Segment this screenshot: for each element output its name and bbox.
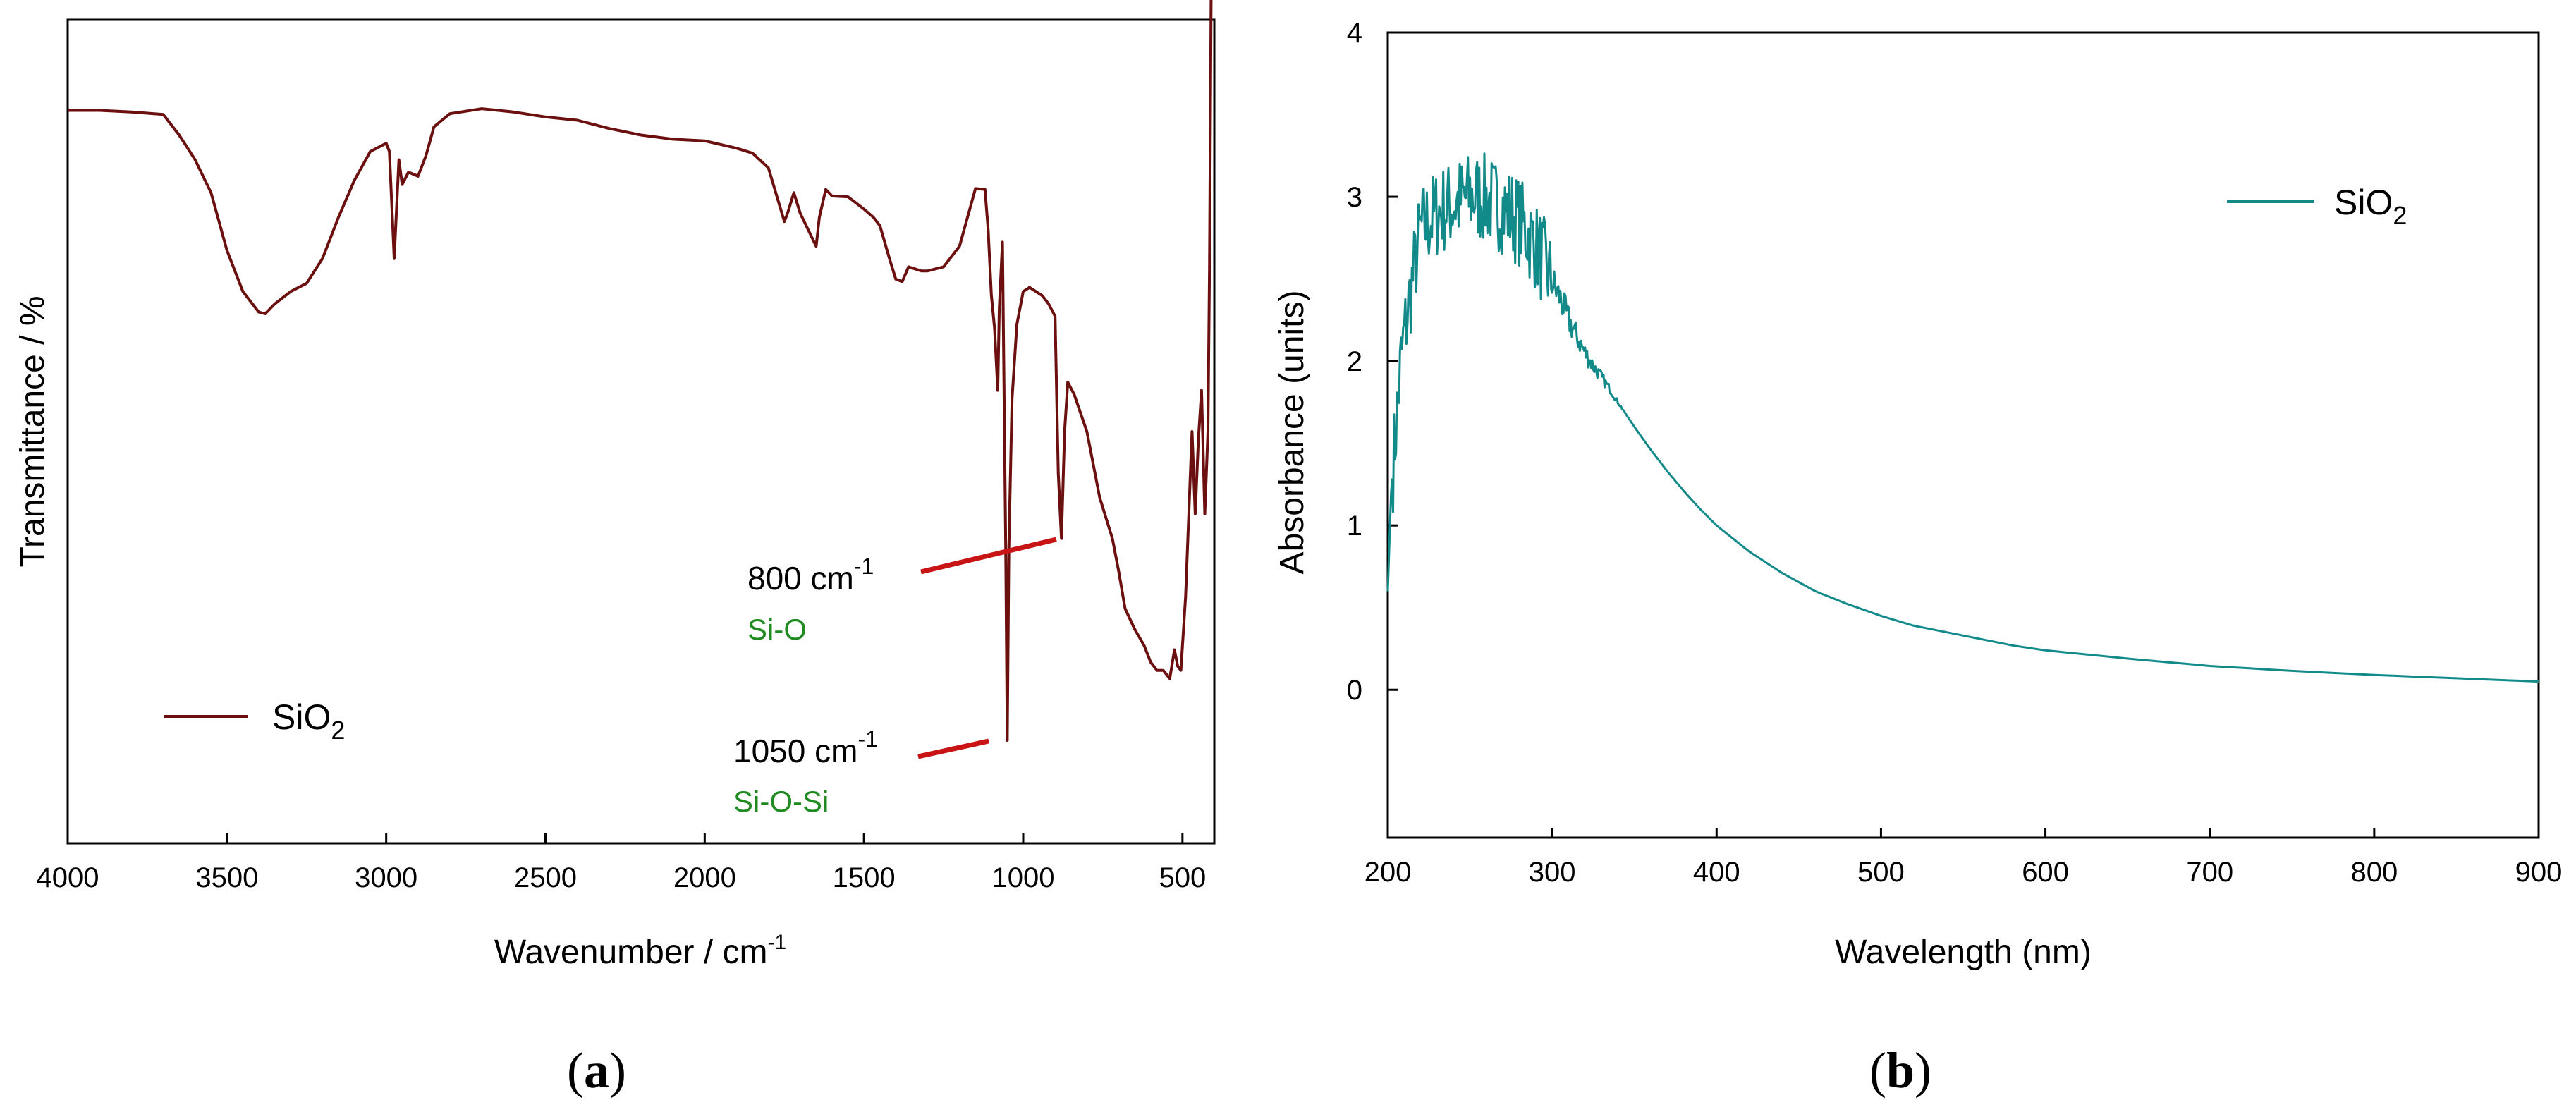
chart-b-ticks: [1386, 31, 2540, 838]
chart-b-x-tick-label-6: 800: [2350, 857, 2398, 888]
chart-a: 4000 3500 3000 2500 2000 1500 1000 500 Transmit…: [14, 0, 1216, 1099]
chart-a-x-tick-label-6: 1000: [992, 862, 1055, 893]
annotation-1050-group: Si-O-Si: [733, 785, 829, 818]
chart-b-legend-label: SiO2: [2334, 183, 2407, 230]
chart-a-x-tick-label-0: 4000: [37, 862, 99, 893]
chart-a-x-tick-label-4: 2000: [673, 862, 736, 893]
chart-a-x-tick-label-3: 2500: [514, 862, 577, 893]
chart-b-y-tick-label-1: 1: [1347, 511, 1362, 542]
chart-a-x-ticks: [66, 833, 1184, 843]
chart-b-xlabel: Wavelength (nm): [1835, 934, 2092, 971]
chart-b-y-tick-labels: 0 1 2 3 4: [1347, 18, 1362, 706]
chart-b-legend: SiO2: [2227, 183, 2407, 230]
panel-a-label: (a): [567, 1042, 626, 1099]
annotation-800: 800 cm-1 Si-O: [747, 537, 1057, 646]
chart-a-x-tick-label-1: 3500: [195, 862, 258, 893]
chart-a-ylabel: Transmittance / %: [14, 295, 51, 567]
chart-b-x-tick-label-5: 700: [2186, 857, 2233, 888]
panel-b-label: (b): [1869, 1042, 1931, 1099]
chart-a-x-tick-label-7: 500: [1159, 862, 1206, 893]
chart-b-x-tick-label-0: 200: [1365, 857, 1412, 888]
chart-a-series-sio2-line: [68, 0, 1213, 742]
chart-b: 200 300 400 500 600 700 800 900 0 1 2 3 4 Absorbanc…: [1274, 18, 2562, 1099]
chart-b-y-tick-label-3: 3: [1347, 182, 1362, 213]
chart-b-y-tick-label-4: 4: [1347, 18, 1362, 49]
annotation-1050-pointer: [917, 738, 989, 759]
chart-a-x-tick-label-5: 1500: [833, 862, 896, 893]
annotation-800-group: Si-O: [747, 613, 807, 646]
chart-b-y-tick-label-0: 0: [1347, 675, 1362, 706]
chart-b-y-tick-label-2: 2: [1347, 346, 1362, 377]
annotation-1050: 1050 cm-1 Si-O-Si: [733, 726, 989, 818]
annotation-1050-value: 1050 cm-1: [733, 726, 878, 769]
chart-b-x-tick-label-1: 300: [1529, 857, 1576, 888]
chart-b-x-tick-label-7: 900: [2515, 857, 2563, 888]
chart-b-x-tick-labels: 200 300 400 500 600 700 800 900: [1365, 857, 2563, 888]
annotation-800-pointer: [920, 537, 1057, 575]
chart-b-x-tick-label-3: 500: [1857, 857, 1905, 888]
chart-b-ylabel: Absorbance (units): [1274, 291, 1311, 575]
chart-a-legend-label: SiO2: [272, 697, 345, 745]
chart-b-series-sio2-line: [1386, 152, 2539, 683]
chart-a-xlabel: Wavenumber / cm-1: [494, 931, 786, 971]
chart-a-frame: [66, 18, 1216, 845]
chart-b-x-tick-label-4: 600: [2022, 857, 2069, 888]
chart-a-x-tick-labels: 4000 3500 3000 2500 2000 1500 1000 500: [37, 862, 1207, 893]
annotation-800-value: 800 cm-1: [747, 554, 874, 597]
chart-b-frame: [1386, 31, 2540, 839]
chart-a-x-tick-label-2: 3000: [355, 862, 417, 893]
chart-a-legend: SiO2: [164, 697, 345, 745]
chart-b-x-tick-label-2: 400: [1693, 857, 1740, 888]
